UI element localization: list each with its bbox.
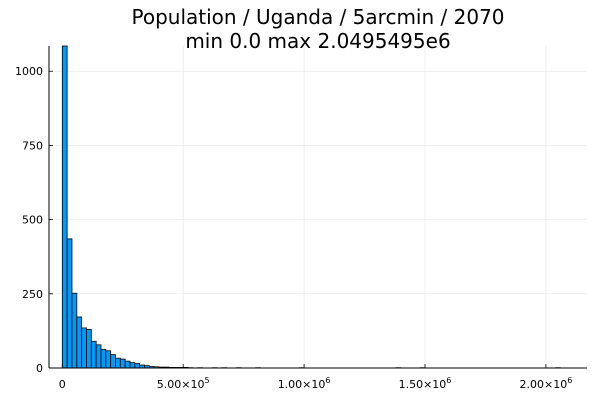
grid-lines	[49, 46, 587, 369]
histogram-bar	[61, 45, 68, 369]
y-tick-label: 0	[36, 362, 43, 375]
histogram-bar	[81, 327, 87, 369]
histogram-bar	[90, 340, 97, 369]
histogram-bar	[110, 354, 116, 369]
x-tick-label: 5.00×105	[157, 376, 210, 391]
y-tick-label: 250	[22, 288, 43, 301]
histogram-bar	[119, 358, 126, 369]
histogram-bar	[100, 348, 107, 369]
chart-subtitle: min 0.0 max 2.0495495e6	[185, 29, 450, 53]
y-tick-label: 750	[22, 139, 43, 152]
chart-title: Population / Uganda / 5arcmin / 2070	[131, 5, 504, 29]
x-tick-label: 1.00×106	[278, 376, 331, 391]
y-tick-label: 1000	[15, 65, 43, 78]
histogram-bar	[134, 363, 141, 369]
x-tick-label: 0	[59, 378, 66, 391]
histogram-bar	[124, 360, 131, 369]
bars-group	[61, 45, 561, 369]
histogram-bar	[95, 344, 102, 369]
histogram-bar	[86, 329, 92, 369]
y-tick-label: 500	[22, 214, 43, 227]
histogram-bar	[129, 362, 136, 369]
histogram-bar	[71, 292, 78, 369]
histogram-bar	[76, 316, 83, 369]
histogram-bar	[66, 238, 73, 369]
x-tick-label: 1.50×106	[399, 376, 452, 391]
histogram-bar	[105, 350, 112, 369]
axes-group	[48, 46, 587, 369]
x-tick-label: 2.00×106	[519, 376, 572, 391]
y-tick-labels: 0 250 500 750 1000	[15, 65, 43, 375]
histogram-bar	[115, 357, 121, 369]
x-tick-labels: 0 5.00×105 1.00×106 1.50×106 2.00×106	[59, 376, 573, 391]
